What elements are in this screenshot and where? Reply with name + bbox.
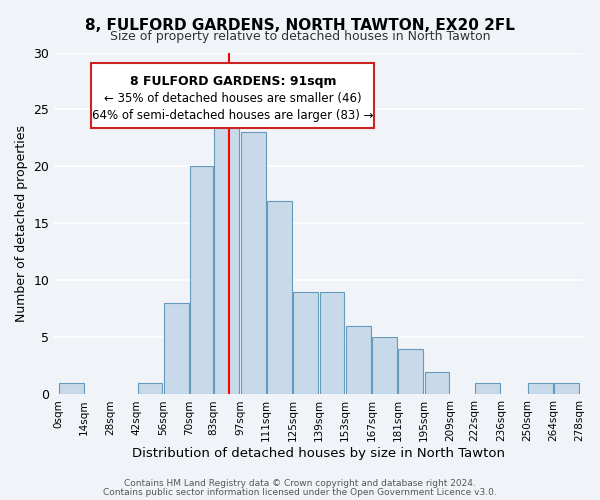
Text: 8 FULFORD GARDENS: 91sqm: 8 FULFORD GARDENS: 91sqm — [130, 74, 336, 88]
Bar — [214, 121, 239, 394]
Bar — [528, 383, 553, 394]
Bar — [320, 292, 344, 394]
Bar — [346, 326, 371, 394]
Bar — [475, 383, 500, 394]
Bar — [554, 383, 579, 394]
Text: 64% of semi-detached houses are larger (83) →: 64% of semi-detached houses are larger (… — [92, 109, 374, 122]
Bar — [190, 166, 213, 394]
Text: ← 35% of detached houses are smaller (46): ← 35% of detached houses are smaller (46… — [104, 92, 362, 105]
Text: 8, FULFORD GARDENS, NORTH TAWTON, EX20 2FL: 8, FULFORD GARDENS, NORTH TAWTON, EX20 2… — [85, 18, 515, 32]
Bar — [398, 349, 423, 395]
Text: Contains HM Land Registry data © Crown copyright and database right 2024.: Contains HM Land Registry data © Crown c… — [124, 479, 476, 488]
Y-axis label: Number of detached properties: Number of detached properties — [15, 125, 28, 322]
Text: Size of property relative to detached houses in North Tawton: Size of property relative to detached ho… — [110, 30, 490, 43]
Bar — [293, 292, 318, 394]
Bar — [241, 132, 266, 394]
Bar — [59, 383, 83, 394]
X-axis label: Distribution of detached houses by size in North Tawton: Distribution of detached houses by size … — [132, 447, 505, 460]
FancyBboxPatch shape — [91, 63, 374, 128]
Bar — [267, 200, 292, 394]
Text: Contains public sector information licensed under the Open Government Licence v3: Contains public sector information licen… — [103, 488, 497, 497]
Bar — [425, 372, 449, 394]
Bar — [164, 304, 188, 394]
Bar — [137, 383, 163, 394]
Bar — [372, 338, 397, 394]
